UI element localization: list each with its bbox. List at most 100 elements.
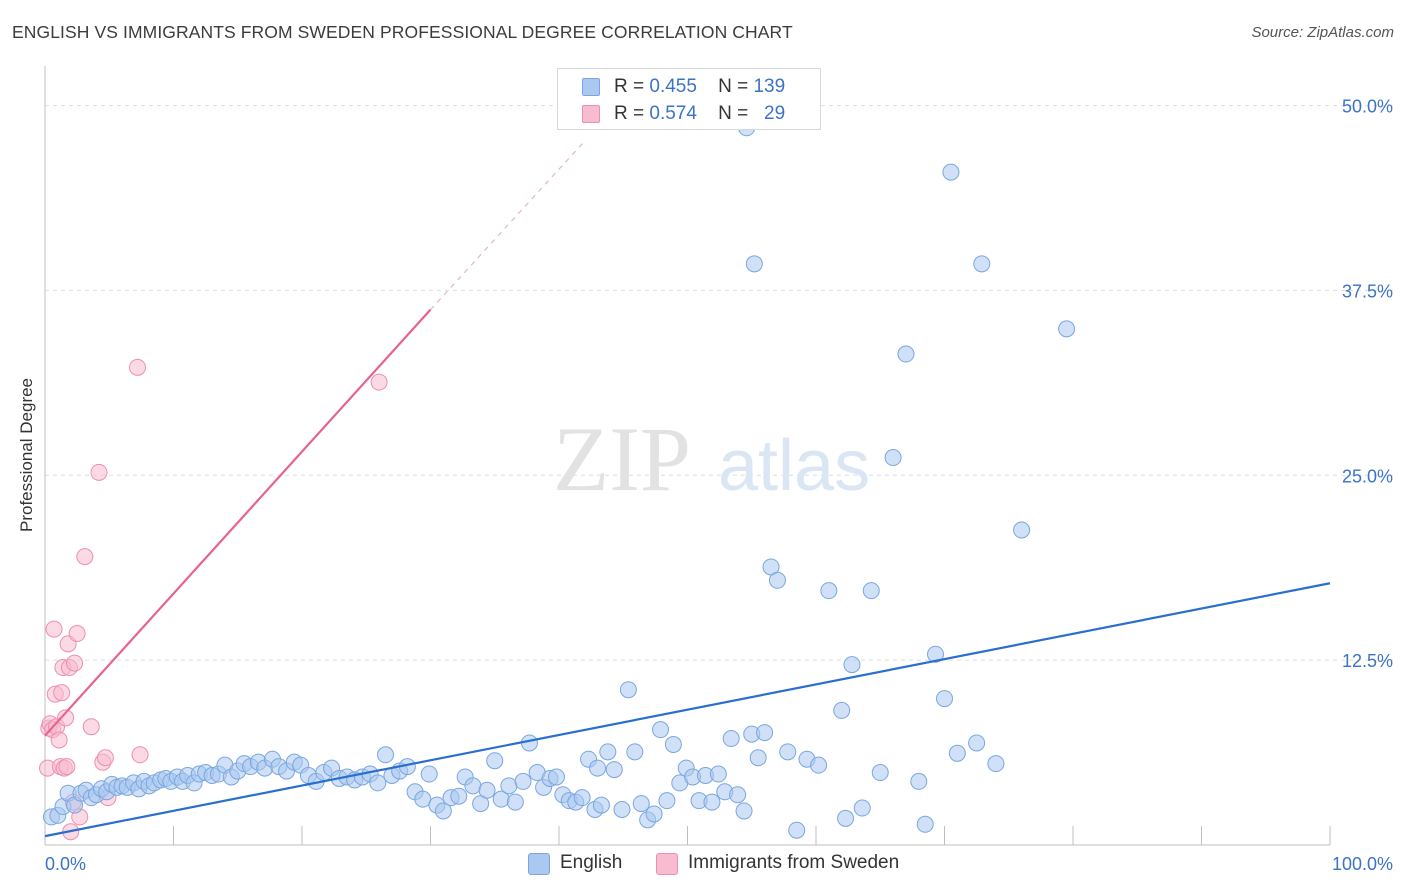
english-point: [853, 799, 871, 817]
english-r-value: 0.455: [649, 76, 697, 97]
english-point: [749, 749, 767, 767]
sweden-r-value: 0.574: [649, 103, 697, 124]
english-point: [478, 781, 496, 799]
y-tick-label: 37.5%: [1342, 281, 1393, 301]
y-tick-label: 12.5%: [1342, 651, 1393, 671]
legend-english-swatch: [528, 853, 550, 875]
legend-sweden-swatch: [656, 853, 678, 875]
english-point: [779, 743, 797, 761]
english-point: [500, 777, 518, 795]
sweden-point: [76, 548, 94, 566]
english-point: [599, 743, 617, 761]
sweden-trend-line: [44, 308, 432, 737]
sweden-point: [82, 718, 100, 736]
english-r-label: R =: [614, 76, 645, 97]
sweden-point: [53, 684, 71, 702]
english-point: [768, 571, 786, 589]
tick-labels: 12.5% 25.0% 37.5% 50.0% 0.0% 100.0%: [45, 97, 1393, 874]
page-title: ENGLISH VS IMMIGRANTS FROM SWEDEN PROFES…: [12, 22, 793, 42]
english-point: [434, 802, 452, 820]
english-point: [968, 734, 986, 752]
english-point: [703, 793, 721, 811]
english-point: [973, 255, 991, 273]
sweden-point: [129, 358, 147, 376]
sweden-point: [45, 620, 63, 638]
english-stats-text: R = 0.455 N = 139: [614, 76, 785, 98]
english-point: [871, 764, 889, 782]
sweden-point: [66, 654, 84, 672]
english-swatch: [582, 78, 600, 96]
watermark-atlas: atlas: [718, 426, 870, 506]
english-point: [936, 690, 953, 708]
english-point: [450, 787, 468, 805]
english-point: [573, 789, 591, 807]
english-point: [464, 777, 482, 795]
english-point: [916, 815, 934, 833]
sweden-swatch: [582, 105, 600, 123]
sweden-trend-extension: [430, 140, 586, 311]
english-point: [547, 768, 565, 786]
trend-lines: [44, 140, 1331, 838]
axes: [44, 66, 1331, 846]
english-point: [948, 744, 966, 762]
english-point: [414, 790, 432, 808]
sweden-point: [96, 749, 114, 767]
english-point: [897, 345, 915, 363]
english-point: [810, 756, 828, 774]
english-n-label: N =: [718, 76, 749, 97]
english-point: [626, 743, 644, 761]
english-point: [632, 795, 650, 813]
x-tick-label: 0.0%: [45, 854, 86, 874]
english-point: [613, 801, 631, 819]
english-point: [927, 645, 945, 663]
sweden-point: [68, 625, 86, 643]
sweden-r-label: R =: [614, 103, 645, 124]
english-point: [514, 772, 532, 790]
english-point: [369, 774, 387, 792]
english-point: [722, 730, 740, 748]
y-tick-label: 50.0%: [1342, 97, 1393, 117]
english-point: [745, 255, 763, 273]
sweden-n-label: N =: [718, 103, 749, 124]
english-point: [664, 735, 682, 753]
english-point: [942, 163, 960, 181]
x-tick-label: 100.0%: [1332, 854, 1393, 874]
english-point: [652, 721, 670, 739]
english-point: [788, 821, 806, 839]
sweden-point: [57, 709, 75, 727]
english-point: [619, 681, 637, 699]
sweden-point: [131, 746, 149, 764]
english-point: [862, 582, 880, 600]
english-point: [910, 772, 928, 790]
english-point: [645, 805, 663, 823]
english-point: [735, 802, 753, 820]
english-point: [756, 724, 774, 742]
english-point: [592, 796, 610, 814]
english-trend-line: [44, 582, 1331, 838]
sweden-point: [58, 758, 76, 776]
watermark: ZIP atlas: [553, 408, 870, 510]
english-point: [377, 746, 395, 764]
english-point: [486, 752, 504, 770]
english-point: [987, 755, 1005, 773]
english-point: [833, 701, 851, 719]
y-tick-label: 25.0%: [1342, 466, 1393, 486]
sweden-n-value: 29: [764, 103, 786, 124]
english-point: [658, 792, 676, 810]
english-point: [820, 582, 838, 600]
english-point: [1058, 320, 1076, 338]
english-point: [729, 786, 747, 804]
source-credit: Source: ZipAtlas.com: [1251, 24, 1394, 41]
english-point: [420, 765, 438, 783]
english-point: [589, 759, 607, 777]
sweden-point: [50, 731, 68, 749]
sweden-stats-text: R = 0.574 N = 29: [614, 103, 785, 125]
english-n-value: 139: [753, 76, 786, 97]
english-point: [506, 793, 524, 811]
english-point: [709, 765, 727, 783]
english-point: [605, 761, 623, 779]
english-point: [843, 656, 861, 674]
sweden-point: [370, 373, 388, 391]
english-point: [1013, 521, 1031, 539]
